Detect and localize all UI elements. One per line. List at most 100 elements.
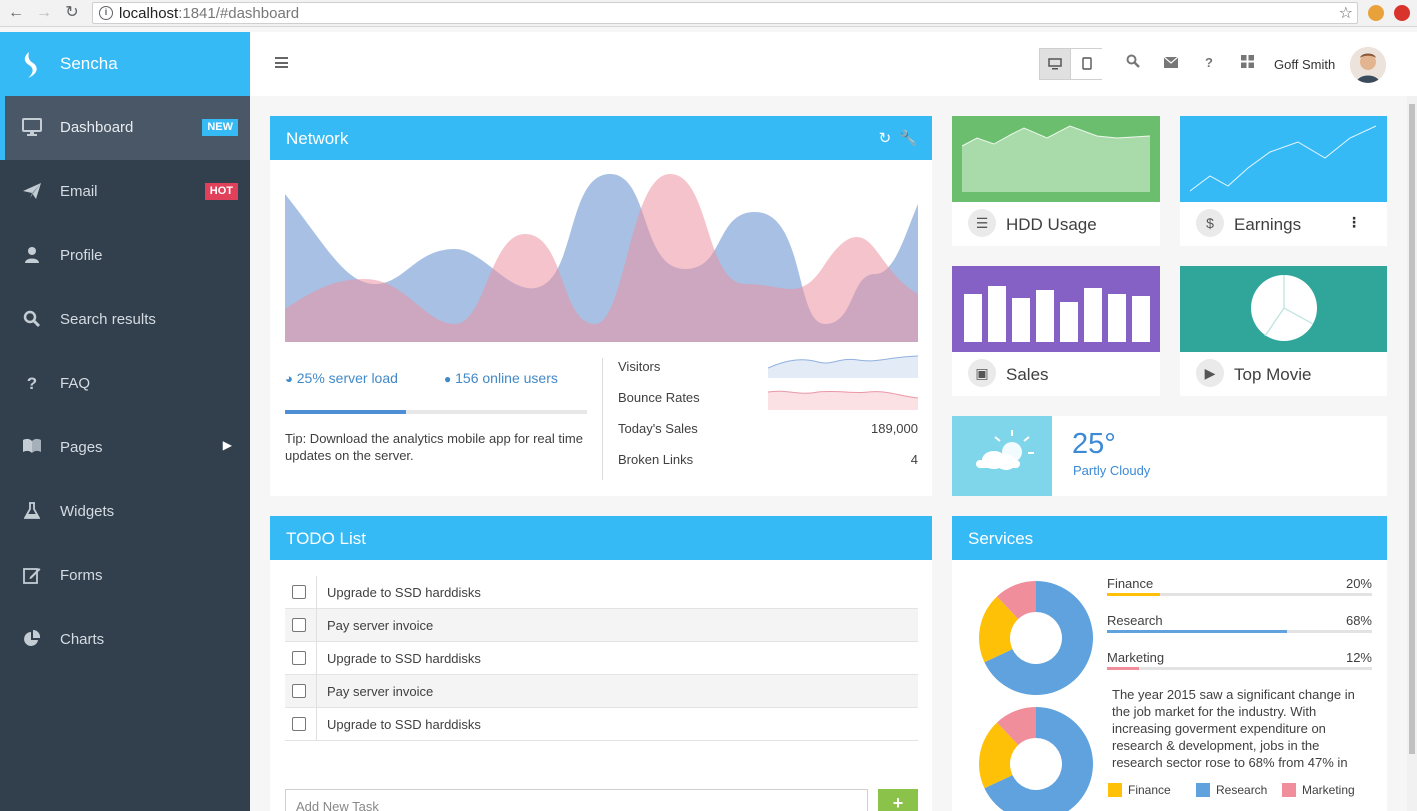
stat-label: Visitors	[618, 359, 661, 374]
add-task-button[interactable]: +	[878, 789, 918, 811]
service-bar	[1107, 630, 1372, 633]
hamburger-menu-icon[interactable]	[275, 57, 288, 68]
sidebar-item-forms[interactable]: Forms	[0, 544, 250, 608]
address-bar[interactable]: i localhost:1841/#dashboard ☆	[92, 2, 1358, 24]
sidebar-item-profile[interactable]: Profile	[0, 224, 250, 288]
donut-slice-research	[984, 581, 1093, 695]
network-panel: Network ↻ 🔧 ◕ 25% server load ● 156 onli…	[270, 116, 932, 496]
network-area-chart	[285, 174, 918, 342]
sidebar-item-label: Search results	[60, 311, 156, 328]
service-bar	[1107, 593, 1372, 596]
legend-swatch	[1282, 783, 1296, 797]
service-label: Research	[1107, 613, 1163, 628]
todo-checkbox[interactable]	[292, 651, 306, 665]
sidebar-item-label: Widgets	[60, 503, 115, 520]
dollar-icon: $	[1196, 209, 1224, 237]
view-toggle	[1039, 48, 1102, 80]
stat-label: Bounce Rates	[618, 390, 700, 405]
desktop-view-icon[interactable]	[1040, 49, 1071, 79]
brand-header[interactable]: Sencha	[0, 32, 250, 96]
scrollbar-thumb[interactable]	[1409, 104, 1415, 754]
page-scrollbar[interactable]	[1407, 96, 1417, 811]
top-movie-tile[interactable]: ▶ Top Movie	[1180, 266, 1387, 396]
legend-swatch	[1196, 783, 1210, 797]
forward-icon[interactable]: →	[36, 4, 52, 21]
search-icon[interactable]	[1124, 54, 1142, 72]
user-name[interactable]: Goff Smith	[1274, 57, 1336, 72]
sencha-logo-icon	[24, 52, 37, 78]
services-panel: Services Finance 20% Research 68% Market…	[952, 516, 1387, 811]
hot-badge: HOT	[204, 183, 238, 200]
sidebar-item-charts[interactable]: Charts	[0, 608, 250, 672]
todo-text: Pay server invoice	[327, 618, 434, 633]
panel-title: Services	[968, 529, 1034, 548]
sidebar-item-label: Email	[60, 183, 98, 200]
user-icon: ●	[444, 372, 452, 386]
service-percent: 12%	[1345, 650, 1372, 665]
url-text: localhost:1841/#dashboard	[119, 5, 300, 22]
sidebar-item-dashboard[interactable]: Dashboard NEW	[0, 96, 250, 160]
sales-tile[interactable]: ▣ Sales	[952, 266, 1160, 396]
help-icon[interactable]: ?	[1205, 55, 1213, 70]
network-panel-header: Network ↻ 🔧	[270, 116, 932, 160]
todo-checkbox[interactable]	[292, 618, 306, 632]
online-users-link[interactable]: ● 156 online users	[444, 370, 558, 386]
sidebar-item-pages[interactable]: Pages ▶	[0, 416, 250, 480]
top-movie-chart	[1180, 266, 1387, 352]
panel-tools: ↻ 🔧	[879, 129, 918, 147]
reload-icon[interactable]: ↻	[65, 4, 79, 21]
back-icon[interactable]: ←	[8, 4, 24, 21]
sidebar-item-email[interactable]: Email HOT	[0, 160, 250, 224]
sidebar-item-faq[interactable]: ? FAQ	[0, 352, 250, 416]
sidebar	[0, 32, 250, 811]
tile-label: Top Movie	[1234, 365, 1312, 384]
avatar[interactable]	[1350, 47, 1386, 83]
info-icon[interactable]: i	[99, 6, 113, 20]
todo-checkbox[interactable]	[292, 684, 306, 698]
earnings-tile[interactable]: $ Earnings ⋮	[1180, 116, 1387, 246]
weather-widget: 25° Partly Cloudy	[952, 416, 1387, 496]
panel-title: Network	[286, 129, 349, 148]
todo-panel: TODO List Upgrade to SSD harddisks Pay s…	[270, 516, 932, 811]
sidebar-item-label: Pages	[60, 439, 103, 456]
sidebar-item-search-results[interactable]: Search results	[0, 288, 250, 352]
extension-icon[interactable]	[1394, 5, 1410, 21]
sidebar-item-label: FAQ	[60, 375, 91, 392]
tablet-view-icon[interactable]	[1071, 49, 1102, 79]
more-options-icon[interactable]: ⋮	[1347, 214, 1361, 230]
server-load-link[interactable]: ◕ 25% server load	[285, 370, 398, 386]
sidebar-menu: Dashboard NEW Email HOT Profile Search r…	[0, 96, 250, 672]
grid-icon[interactable]	[1238, 54, 1256, 72]
todays-sales-value: 189,000	[871, 421, 918, 436]
todo-checkbox[interactable]	[292, 717, 306, 731]
envelope-icon[interactable]	[1162, 54, 1180, 72]
sidebar-item-label: Dashboard	[60, 119, 134, 136]
new-task-input[interactable]: Add New Task	[285, 789, 868, 811]
service-row-marketing: Marketing 12%	[1107, 650, 1372, 670]
services-description: The year 2015 saw a significant change i…	[1112, 687, 1355, 770]
sidebar-item-label: Profile	[60, 247, 103, 264]
sidebar-item-widgets[interactable]: Widgets	[0, 480, 250, 544]
flask-icon	[22, 502, 42, 522]
hdd-usage-tile[interactable]: ☰ HDD Usage	[952, 116, 1160, 246]
wrench-icon[interactable]: 🔧	[899, 130, 918, 147]
caret-right-icon: ▶	[222, 438, 232, 452]
donut-slice-finance	[979, 722, 1019, 789]
bookmark-star-icon[interactable]: ☆	[1338, 5, 1353, 22]
hdd-usage-chart	[952, 116, 1160, 202]
legend-item-finance: Finance	[1108, 783, 1171, 797]
todo-checkbox[interactable]	[292, 585, 306, 599]
extension-icon[interactable]	[1368, 5, 1384, 21]
divider	[602, 358, 603, 480]
bounce-rates-sparkline	[768, 390, 918, 410]
services-donut-chart	[979, 581, 1093, 695]
todo-panel-header: TODO List	[270, 516, 932, 560]
broken-links-value: 4	[910, 452, 918, 467]
panel-title: TODO List	[286, 529, 366, 548]
stat-label: Today's Sales	[618, 421, 698, 436]
search-icon	[22, 310, 42, 330]
refresh-icon[interactable]: ↻	[878, 130, 892, 147]
earnings-chart	[1180, 116, 1387, 202]
service-row-finance: Finance 20%	[1107, 576, 1372, 596]
desktop-icon	[22, 118, 42, 138]
